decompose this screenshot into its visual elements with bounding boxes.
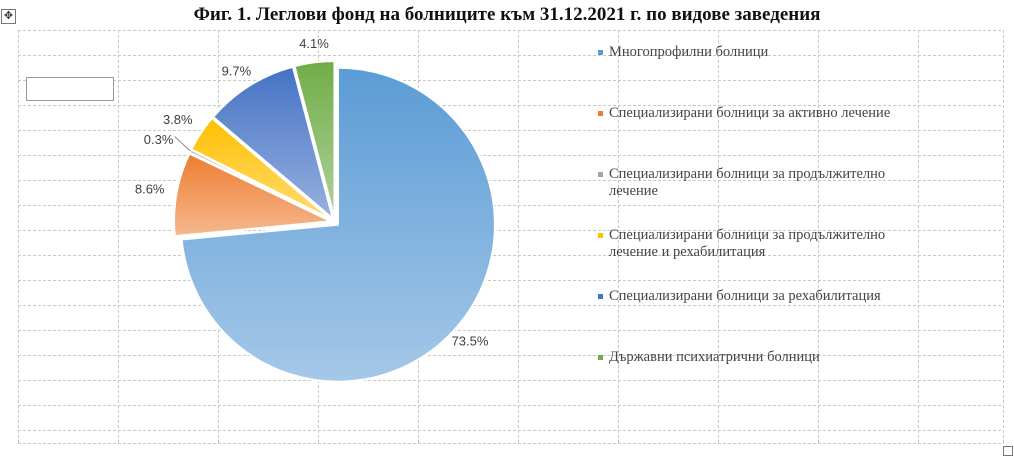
legend-swatch-3 [598,233,603,238]
chart-title: Фиг. 1. Леглови фонд на болниците към 31… [193,4,821,25]
data-label-3: 3.8% [163,112,193,127]
pie-slice-5 [293,60,336,219]
selected-cell[interactable] [26,77,114,101]
data-label-4: 9.7% [222,63,252,78]
pie-slice-3 [189,116,333,221]
legend-swatch-2 [598,172,603,177]
legend-label-5: Държавни психиатрични болници [609,349,820,365]
pie-slice-4 [211,65,335,222]
pie-slice-1 [173,152,335,238]
spreadsheet-grid [18,30,1004,444]
grid-lines [18,30,1004,444]
data-label-2: 0.3% [144,132,174,147]
legend-label-0: Многопрофилни болници [609,44,769,60]
legend-item-0: Многопрофилни болници [598,44,898,61]
data-label-5: 4.1% [299,36,329,51]
legend-item-5: Държавни психиатрични болници [598,349,898,366]
legend-item-3: Специализирани болници за продължително … [598,227,898,261]
table-move-handle-icon[interactable]: ✥ [1,9,16,24]
legend-swatch-5 [598,355,603,360]
legend-label-3: Специализирани болници за продължително … [609,227,886,260]
pie-slice-0 [180,66,496,383]
legend-label-2: Специализирани болници за продължително … [609,166,886,199]
legend-label-4: Специализирани болници за рехабилитация [609,288,881,304]
data-label-1: 8.6% [135,182,165,197]
legend-swatch-4 [598,294,603,299]
legend-swatch-0 [598,50,603,55]
legend-item-2: Специализирани болници за продължително … [598,166,898,200]
legend-swatch-1 [598,111,603,116]
data-label-0: 73.5% [452,333,489,348]
leader-line-2 [174,136,191,152]
legend-label-1: Специализирани болници за активно лечени… [609,105,891,121]
legend-item-4: Специализирани болници за рехабилитация [598,288,898,305]
legend-item-1: Специализирани болници за активно лечени… [598,105,898,122]
table-resize-handle-icon[interactable] [1003,446,1013,456]
